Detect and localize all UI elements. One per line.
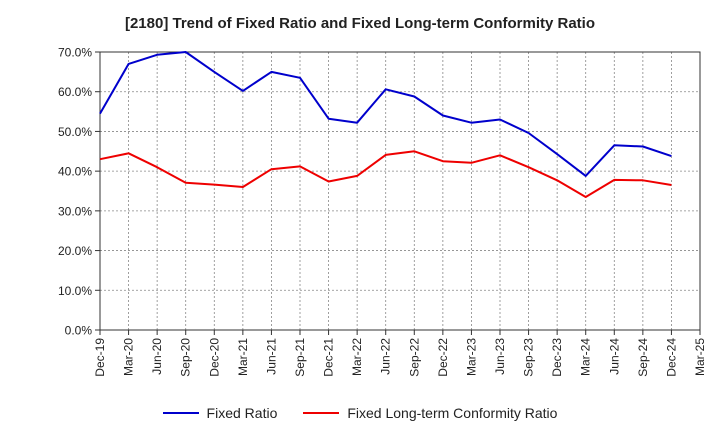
x-tick-label: Jun-24 (607, 338, 621, 375)
x-tick-label: Jun-22 (379, 338, 393, 375)
y-tick-label: 60.0% (58, 85, 92, 99)
y-tick-label: 40.0% (58, 165, 92, 179)
x-tick-label: Dec-23 (550, 338, 564, 377)
x-tick-label: Dec-24 (664, 338, 678, 377)
x-tick-label: Dec-19 (93, 338, 107, 377)
legend-item-fixed-ratio: Fixed Ratio (162, 405, 278, 421)
x-tick-label: Jun-23 (493, 338, 507, 375)
y-tick-label: 20.0% (58, 244, 92, 258)
x-tick-label: Sep-22 (407, 338, 421, 377)
y-tick-label: 0.0% (65, 324, 93, 338)
x-tick-label: Mar-20 (122, 338, 136, 376)
chart-title: [2180] Trend of Fixed Ratio and Fixed Lo… (124, 15, 596, 32)
tick-labels: 0.0% 10.0% 20.0% 30.0% 40.0% 50.0% 60.0% 70.0% D… (58, 46, 707, 377)
y-tick-label: 70.0% (58, 46, 92, 60)
legend-label-fixed-long-term: Fixed Long-term Conformity Ratio (347, 405, 558, 421)
x-tick-label: Jun-20 (150, 338, 164, 375)
y-tick-label: 50.0% (58, 125, 92, 139)
x-tick-label: Jun-21 (264, 338, 278, 375)
x-tick-label: Dec-22 (436, 338, 450, 377)
axes (95, 51, 701, 335)
x-tick-label: Mar-24 (579, 338, 593, 376)
legend-swatch-fixed-long-term (303, 412, 340, 414)
x-tick-label: Mar-25 (693, 338, 707, 376)
legend-label-fixed-ratio: Fixed Ratio (206, 405, 278, 421)
y-tick-label: 10.0% (58, 284, 92, 298)
legend-swatch-fixed-ratio (162, 412, 199, 414)
series-line-0 (99, 51, 672, 177)
plot-frame (99, 51, 701, 331)
x-tick-label: Mar-22 (350, 338, 364, 376)
x-tick-label: Sep-20 (179, 338, 193, 377)
series-line-1 (99, 150, 672, 198)
x-tick-label: Mar-23 (464, 338, 478, 376)
x-tick-label: Dec-20 (207, 338, 221, 377)
x-tick-label: Sep-24 (636, 338, 650, 377)
x-tick-label: Sep-23 (522, 338, 536, 377)
legend: Fixed Ratio Fixed Long-term Conformity R… (0, 405, 720, 421)
legend-item-fixed-long-term: Fixed Long-term Conformity Ratio (303, 405, 557, 421)
x-tick-label: Mar-21 (236, 338, 250, 376)
x-tick-label: Dec-21 (322, 338, 336, 377)
y-tick-label: 30.0% (58, 204, 92, 218)
series-lines (99, 51, 672, 198)
x-tick-label: Sep-21 (293, 338, 307, 377)
